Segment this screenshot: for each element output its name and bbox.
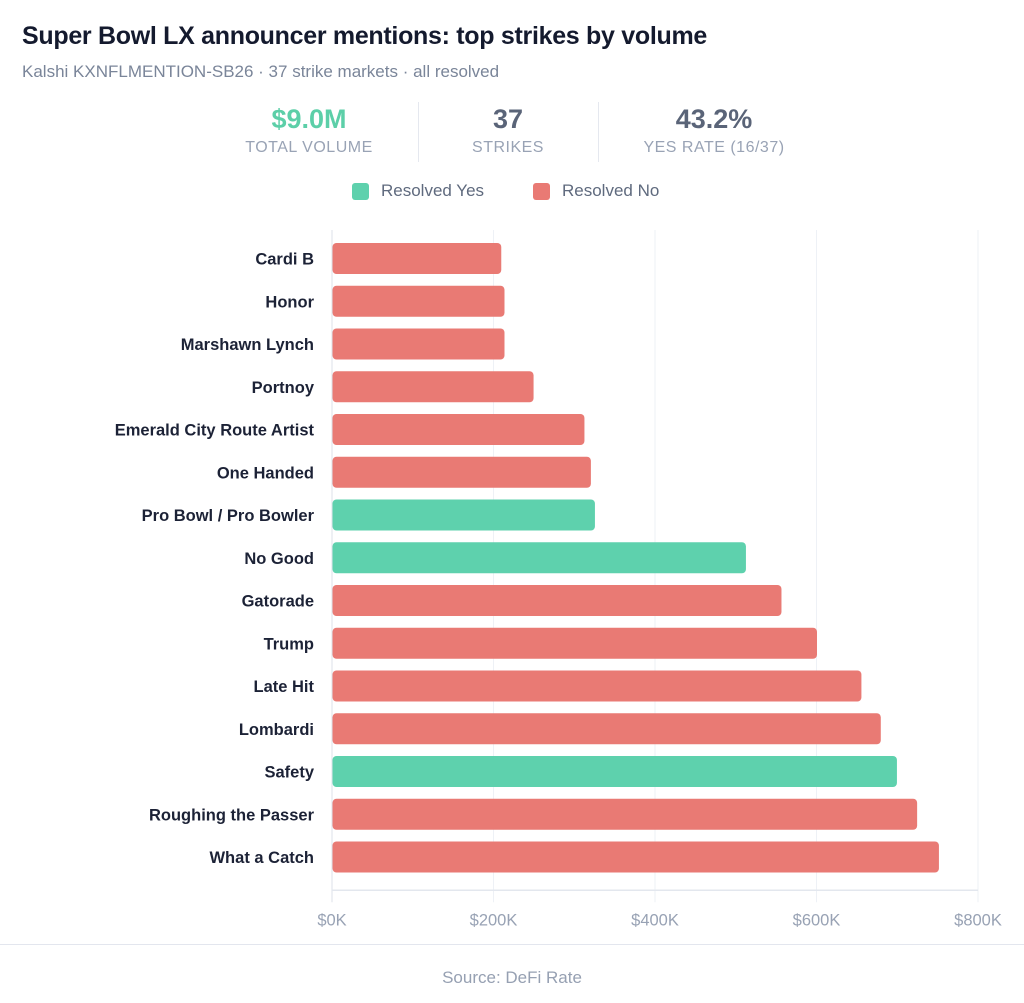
bar	[332, 627, 817, 659]
category-label: Trump	[264, 635, 314, 653]
category-label: Late Hit	[253, 678, 314, 696]
kpi-value: 43.2%	[675, 104, 753, 134]
category-label: Marshawn Lynch	[181, 336, 314, 354]
kpi-total-volume: $9.0M TOTAL VOLUME	[200, 100, 418, 157]
bar	[332, 456, 591, 488]
chart-subtitle: Kalshi KXNFLMENTION-SB26 · 37 strike mar…	[22, 62, 500, 81]
kpi-label: TOTAL VOLUME	[245, 139, 373, 156]
category-label: Lombardi	[239, 721, 314, 739]
x-tick-label: $200K	[470, 911, 518, 929]
category-label: Gatorade	[242, 593, 314, 611]
category-label: Cardi B	[255, 251, 314, 269]
kpi-divider	[418, 102, 419, 162]
legend-label: Resolved No	[562, 181, 660, 200]
legend-swatch-yes	[352, 183, 369, 200]
kpi-value: $9.0M	[271, 104, 347, 134]
bar	[332, 670, 862, 702]
category-label: Safety	[264, 764, 314, 782]
category-label: What a Catch	[209, 849, 314, 867]
bar	[332, 371, 534, 403]
kpi-strikes: 37 STRIKES	[418, 100, 598, 157]
bar	[332, 414, 585, 445]
category-label: Portnoy	[252, 379, 315, 397]
kpi-label: YES RATE (16/37)	[643, 139, 785, 156]
bar	[332, 713, 881, 745]
category-label: One Handed	[217, 464, 314, 482]
bar	[332, 798, 918, 830]
bar	[332, 328, 505, 360]
bar	[332, 756, 897, 787]
category-label: Pro Bowl / Pro Bowler	[142, 507, 315, 525]
kpi-divider	[598, 102, 599, 162]
x-tick-label: $0K	[317, 911, 346, 929]
legend-swatch-no	[533, 183, 550, 200]
category-label: Roughing the Passer	[149, 806, 315, 824]
bar	[332, 585, 782, 616]
x-tick-label: $800K	[954, 911, 1002, 929]
kpi-label: STRIKES	[472, 139, 544, 156]
bar-chart: Cardi B Honor Marshawn Lynch Portnoy Emerald…	[115, 230, 1002, 929]
kpi-yes-rate: 43.2% YES RATE (16/37)	[598, 100, 830, 157]
bar	[332, 285, 505, 317]
kpi-strip: $9.0M TOTAL VOLUME 37 STRIKES 43.2% YES …	[200, 100, 840, 164]
category-label: No Good	[244, 550, 314, 568]
footer-divider	[0, 944, 1024, 945]
legend-label: Resolved Yes	[381, 181, 485, 200]
bar	[332, 243, 502, 274]
category-label: Emerald City Route Artist	[115, 422, 315, 440]
x-tick-label: $400K	[631, 911, 679, 929]
bar	[332, 542, 746, 574]
source-note: Source: DeFi Rate	[442, 968, 582, 987]
category-label: Honor	[265, 293, 314, 311]
x-tick-label: $600K	[793, 911, 841, 929]
bar	[332, 499, 595, 531]
chart-title: Super Bowl LX announcer mentions: top st…	[22, 22, 708, 50]
bar	[332, 841, 939, 873]
kpi-value: 37	[492, 104, 524, 134]
